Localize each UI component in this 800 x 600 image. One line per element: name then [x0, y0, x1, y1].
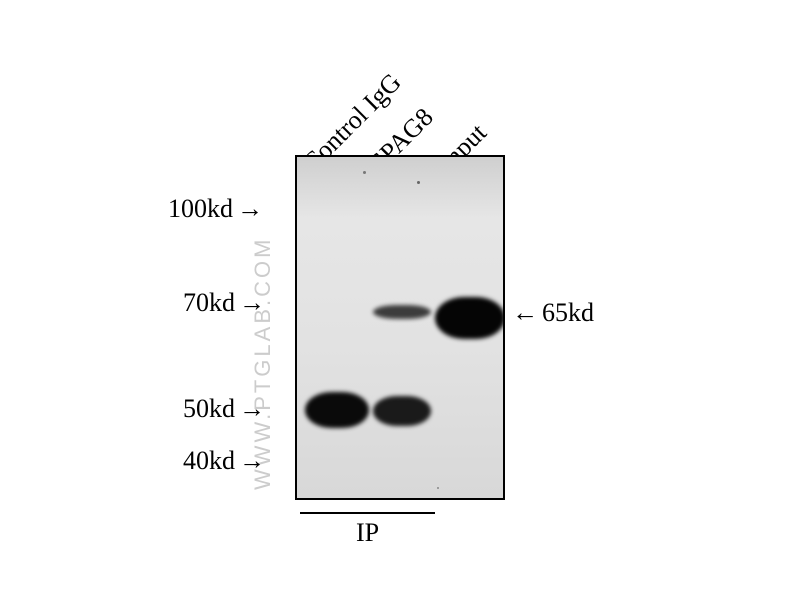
noise-spot — [363, 171, 366, 174]
band-input-65kd — [435, 297, 505, 339]
blot-membrane — [295, 155, 505, 500]
ip-label: IP — [300, 518, 435, 548]
marker-70kd: 70kd→ — [183, 288, 265, 318]
band-spag8-50kd — [373, 396, 431, 426]
noise-spot — [437, 487, 439, 489]
figure-container: WWW.PTGLAB.COM Control IgG SPAG8 Input 1… — [0, 0, 800, 600]
arrow-icon: → — [237, 194, 263, 224]
arrow-icon: → — [239, 288, 265, 318]
arrow-icon: ← — [512, 298, 538, 328]
marker-100kd: 100kd→ — [168, 194, 263, 224]
target-band-label: ←65kd — [512, 298, 594, 328]
arrow-icon: → — [239, 446, 265, 476]
band-spag8-65kd — [373, 305, 431, 319]
marker-100kd-text: 100kd — [168, 194, 233, 223]
ip-bracket-line — [300, 512, 435, 514]
noise-spot — [417, 181, 420, 184]
marker-40kd: 40kd→ — [183, 446, 265, 476]
marker-50kd: 50kd→ — [183, 394, 265, 424]
arrow-icon: → — [239, 394, 265, 424]
band-control-igg-50kd — [305, 392, 369, 428]
marker-40kd-text: 40kd — [183, 446, 235, 475]
target-band-text: 65kd — [542, 298, 594, 327]
marker-70kd-text: 70kd — [183, 288, 235, 317]
marker-50kd-text: 50kd — [183, 394, 235, 423]
